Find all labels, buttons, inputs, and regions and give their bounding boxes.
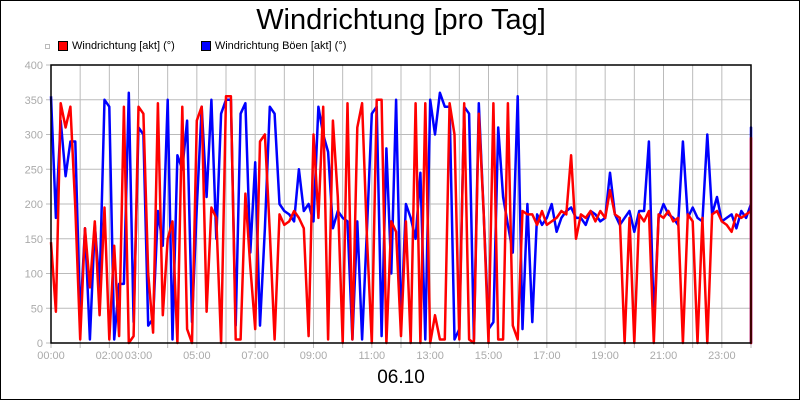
legend-label: Windrichtung [akt] (°) bbox=[72, 40, 175, 52]
x-tick-label: 15:00 bbox=[475, 350, 503, 362]
legend-item-windrichtung: Windrichtung [akt] (°) bbox=[58, 40, 175, 52]
y-tick-label: 350 bbox=[25, 95, 43, 107]
legend-item-boeen: Windrichtung Böen [akt] (°) bbox=[200, 40, 347, 52]
y-tick-label: 100 bbox=[25, 269, 43, 281]
x-tick-label: 02:00 bbox=[96, 350, 124, 362]
x-tick-label: 00:00 bbox=[37, 350, 65, 362]
chart-title: Windrichtung [pro Tag] bbox=[256, 4, 546, 36]
series-line bbox=[49, 95, 753, 345]
legend: Windrichtung [akt] (°) Windrichtung Böen… bbox=[45, 39, 372, 53]
y-tick-label: 300 bbox=[25, 130, 43, 142]
red-swatch-icon bbox=[58, 41, 68, 51]
x-tick-label: 03:00 bbox=[125, 350, 153, 362]
legend-label: Windrichtung Böen [akt] (°) bbox=[214, 40, 347, 52]
x-tick-label: 17:00 bbox=[533, 350, 561, 362]
blue-swatch-icon bbox=[200, 41, 211, 51]
y-tick-label: 0 bbox=[37, 338, 43, 350]
y-tick-label: 200 bbox=[25, 199, 43, 211]
y-tick-label: 150 bbox=[25, 234, 43, 246]
x-tick-label: 19:00 bbox=[591, 350, 619, 362]
x-tick-label: 23:00 bbox=[708, 350, 736, 362]
x-tick-label: 05:00 bbox=[183, 350, 211, 362]
x-tick-label: 07:00 bbox=[241, 350, 269, 362]
legend-marker-icon bbox=[45, 43, 50, 49]
y-tick-label: 50 bbox=[31, 303, 43, 315]
y-tick-label: 400 bbox=[25, 60, 43, 72]
x-tick-label: 11:00 bbox=[358, 350, 385, 362]
x-tick-label: 09:00 bbox=[300, 350, 328, 362]
y-tick-label: 250 bbox=[25, 164, 43, 176]
date-label: 06.10 bbox=[377, 367, 425, 388]
x-tick-label: 21:00 bbox=[650, 350, 678, 362]
x-tick-label: 13:00 bbox=[416, 350, 444, 362]
